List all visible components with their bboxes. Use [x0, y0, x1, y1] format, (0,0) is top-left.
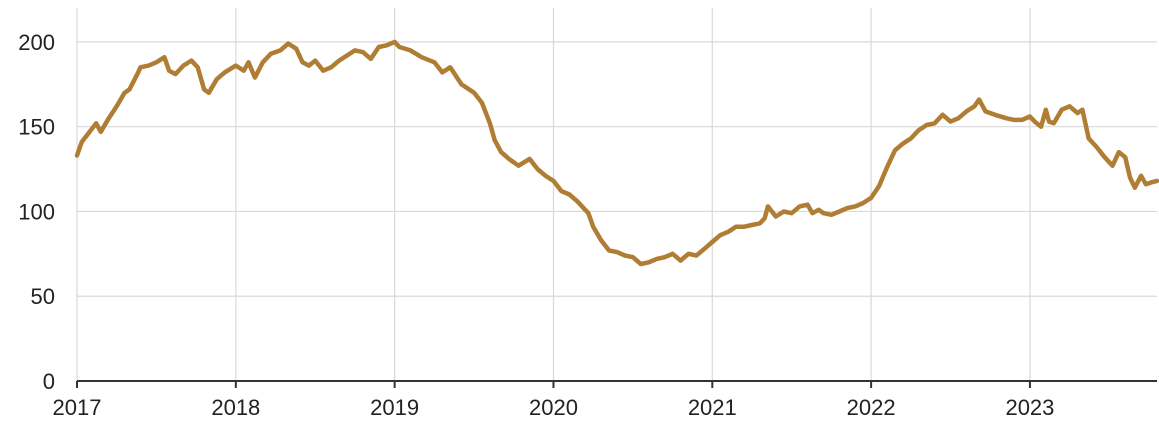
- x-tick-label: 2019: [370, 395, 419, 420]
- y-tick-label: 200: [18, 30, 55, 55]
- y-tick-label: 0: [43, 369, 55, 394]
- x-tick-label: 2017: [53, 395, 102, 420]
- x-tick-label: 2020: [529, 395, 578, 420]
- series-layer: [74, 39, 1159, 267]
- axes: [76, 380, 1157, 388]
- y-tick-label: 100: [18, 199, 55, 224]
- tick-labels: 0 50 100 150 200 2017 2018 2019 2020 2021 2022 2023: [18, 30, 1054, 420]
- y-tick-label: 150: [18, 115, 55, 140]
- x-tick-label: 2021: [688, 395, 737, 420]
- grid: [76, 8, 1157, 381]
- y-tick-label: 50: [31, 284, 55, 309]
- x-tick-label: 2018: [211, 395, 260, 420]
- series-line: [74, 39, 1159, 267]
- x-tick-label: 2022: [847, 395, 896, 420]
- x-tick-label: 2023: [1005, 395, 1054, 420]
